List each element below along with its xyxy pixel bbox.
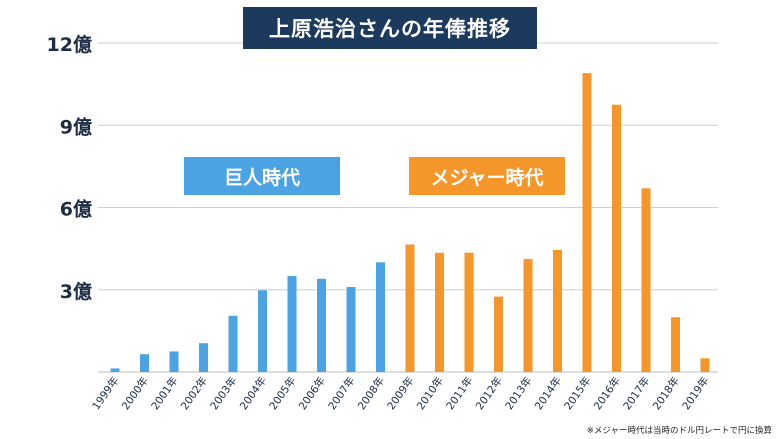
bar-2011年 [464, 252, 474, 372]
bar-2016年 [612, 104, 621, 372]
x-tick-label: 2010年 [414, 374, 446, 412]
chart-title: 上原浩治さんの年俸推移 [243, 7, 537, 49]
footnote: ※メジャー時代は当時のドル円レートで円に換算 [586, 426, 772, 436]
bar-2015年 [582, 73, 592, 373]
x-tick-label: 2006年 [296, 374, 328, 412]
bar-2000年 [140, 354, 149, 372]
x-tick-label: 2015年 [561, 374, 593, 412]
x-tick-label: 2016年 [591, 374, 623, 412]
y-tick-label: 12億 [47, 33, 92, 56]
x-tick-label: 2003年 [207, 374, 239, 412]
bar-2004年 [258, 290, 267, 372]
y-tick-label: 6億 [60, 198, 92, 221]
bar-2008年 [376, 262, 385, 372]
x-tick-label: 2000年 [119, 374, 151, 412]
bar-2006年 [317, 278, 326, 372]
era-label-major: メジャー時代 [409, 157, 565, 195]
y-tick-label: 3億 [60, 280, 92, 303]
bar-2009年 [405, 244, 415, 372]
x-tick-label: 2018年 [650, 374, 682, 412]
bar-1999年 [110, 368, 120, 372]
y-tick-label: 9億 [60, 115, 92, 138]
bar-2019年 [700, 358, 710, 372]
bar-2010年 [435, 252, 444, 372]
x-tick-label: 2004年 [237, 374, 269, 412]
bar-2018年 [671, 317, 680, 372]
x-tick-label: 2012年 [473, 374, 505, 412]
bar-2007年 [346, 287, 356, 372]
bar-2012年 [494, 296, 503, 372]
x-tick-label: 2007年 [325, 374, 357, 412]
bar-2005年 [287, 276, 297, 372]
x-tick-label: 2005年 [266, 374, 298, 412]
x-tick-label: 2002年 [178, 374, 210, 412]
x-tick-label: 2009年 [384, 374, 416, 412]
x-tick-label: 2001年 [148, 374, 180, 412]
x-tick-label: 2011年 [443, 374, 475, 412]
era-label-giants: 巨人時代 [184, 157, 340, 195]
x-tick-label: 2017年 [620, 374, 652, 412]
x-tick-label: 2013年 [502, 374, 534, 412]
x-tick-label: 2008年 [355, 374, 387, 412]
bar-2013年 [523, 259, 533, 372]
bar-2001年 [169, 351, 179, 372]
x-tick-label: 2019年 [679, 374, 711, 412]
bar-2003年 [228, 315, 238, 372]
x-tick-label: 1999年 [89, 374, 121, 412]
x-tick-label: 2014年 [532, 374, 564, 412]
bar-2014年 [553, 249, 562, 372]
bar-2017年 [641, 188, 651, 372]
bar-2002年 [199, 343, 208, 372]
